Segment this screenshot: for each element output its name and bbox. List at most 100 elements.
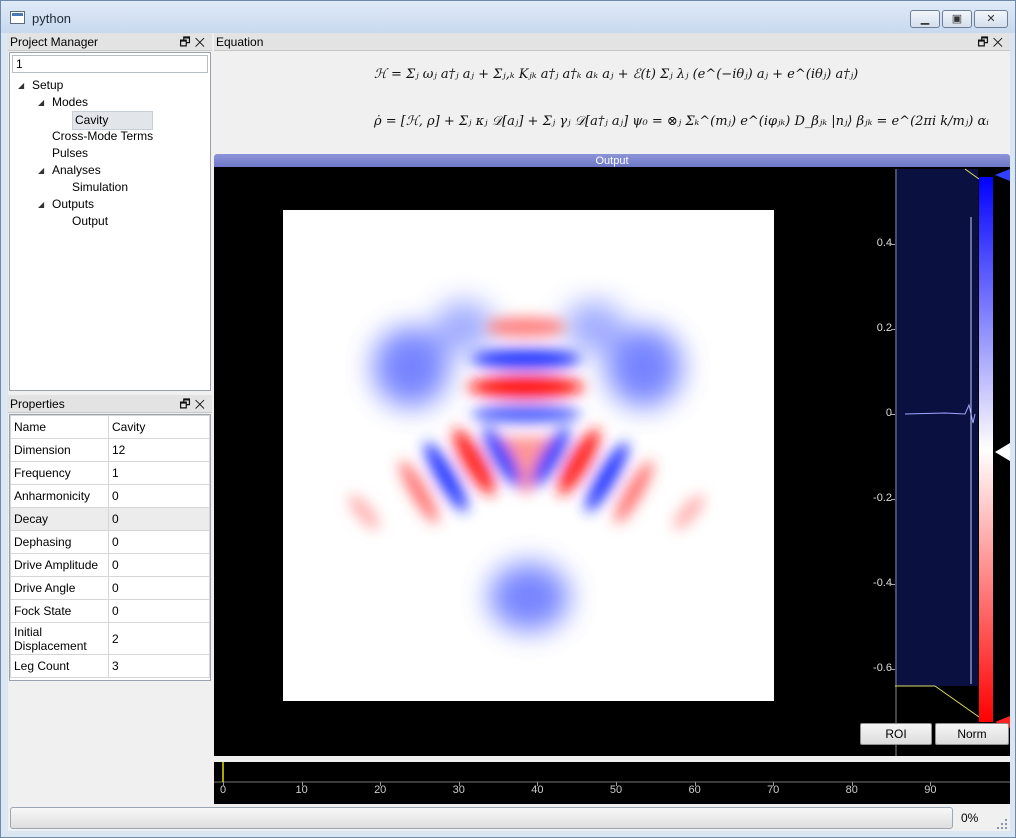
y-tick-label: -0.2 — [873, 492, 892, 504]
property-row[interactable]: Dimension 12 — [10, 438, 210, 462]
expand-arrow-icon[interactable]: ◢ — [38, 98, 45, 107]
y-tick-mark — [891, 244, 895, 245]
tree-item-cavity[interactable]: Cavity — [10, 111, 210, 130]
property-name: Dephasing — [10, 530, 109, 554]
float-icon[interactable]: 🗗 — [179, 35, 195, 49]
property-row[interactable]: Drive Angle 0 — [10, 576, 210, 600]
tree-filter-input[interactable]: 1 — [12, 55, 208, 73]
close-button[interactable]: ✕ — [974, 10, 1008, 28]
property-value[interactable]: 0 — [108, 553, 210, 577]
x-tick-label: 90 — [924, 784, 937, 796]
x-tick-mark — [851, 782, 853, 786]
property-value[interactable]: 0 — [108, 599, 210, 623]
tree-item-outputs[interactable]: ◢ Outputs — [10, 196, 210, 213]
property-value[interactable]: 0 — [108, 576, 210, 600]
tree-item-cross-mode-terms[interactable]: Cross-Mode Terms — [10, 128, 210, 145]
colorbar — [979, 177, 993, 722]
wigner-plot[interactable] — [214, 167, 895, 756]
fringe-right-1 — [558, 428, 600, 496]
x-tick-label: 40 — [531, 784, 544, 796]
property-value[interactable]: 0 — [108, 530, 210, 554]
x-tick-label: 30 — [452, 784, 465, 796]
project-manager-title: Project Manager — [10, 35, 99, 49]
property-value[interactable]: 0 — [108, 507, 210, 531]
tree-item-label: Cavity — [72, 111, 154, 130]
equation-header[interactable]: Equation 🗗✕ — [214, 33, 1010, 51]
property-value[interactable]: Cavity — [108, 415, 210, 439]
title-bar[interactable]: python ▁ ▣ ✕ — [1, 1, 1015, 33]
expand-arrow-icon[interactable]: ◢ — [38, 200, 45, 209]
properties-title: Properties — [10, 397, 65, 411]
x-tick-label: 60 — [688, 784, 701, 796]
tree-item-pulses[interactable]: Pulses — [10, 145, 210, 162]
properties-table: Name Cavity Dimension 12 Frequency 1 Anharmoni… — [10, 415, 210, 678]
project-tree: ◢ Setup ◢ Modes Cavity Cross-Mode Terms Pulses… — [10, 77, 210, 230]
timeline-axis[interactable] — [214, 762, 1010, 804]
histogram-lut[interactable] — [895, 167, 1010, 756]
x-tick-mark — [773, 782, 775, 786]
project-manager-panel: Project Manager 🗗✕ 1 ◢ Setup ◢ Modes Cavity C… — [8, 33, 212, 391]
lobe-upper-left — [373, 327, 449, 407]
property-row[interactable]: Drive Amplitude 0 — [10, 553, 210, 577]
x-tick-label: 10 — [295, 784, 308, 796]
output-header[interactable]: Output — [214, 154, 1010, 167]
x-tick-label: 80 — [845, 784, 858, 796]
tree-item-label: Simulation — [72, 180, 129, 194]
timeline-plot[interactable] — [214, 762, 1010, 804]
x-tick-label: 20 — [374, 784, 387, 796]
mid-level-handle — [995, 443, 1010, 461]
property-row[interactable]: Dephasing 0 — [10, 530, 210, 554]
x-tick-mark — [930, 782, 932, 786]
close-icon[interactable]: ✕ — [194, 397, 209, 411]
resize-grip-icon[interactable] — [995, 817, 1009, 831]
lobe-top-left — [434, 301, 494, 353]
fringe-1 — [486, 317, 566, 337]
property-value[interactable]: 1 — [108, 461, 210, 485]
project-manager-header[interactable]: Project Manager 🗗✕ — [8, 33, 212, 51]
fringe-far-left — [348, 494, 380, 530]
x-tick-label: 70 — [767, 784, 780, 796]
tree-item-modes[interactable]: ◢ Modes — [10, 94, 210, 111]
y-tick-mark — [891, 414, 895, 415]
color-scale-histogram[interactable] — [895, 167, 1010, 756]
norm-button[interactable]: Norm — [935, 723, 1009, 745]
property-value[interactable]: 12 — [108, 438, 210, 462]
expand-arrow-icon[interactable]: ◢ — [38, 166, 45, 175]
property-name: Frequency — [10, 461, 109, 485]
tree-item-analyses[interactable]: ◢ Analyses — [10, 162, 210, 179]
minimize-button[interactable]: ▁ — [910, 10, 940, 28]
property-value[interactable]: 3 — [108, 654, 210, 678]
property-row[interactable]: Fock State 0 — [10, 599, 210, 623]
lobe-top-right — [564, 301, 624, 353]
expand-arrow-icon[interactable]: ◢ — [18, 81, 25, 90]
tree-item-setup[interactable]: ◢ Setup — [10, 77, 210, 94]
property-row[interactable]: Frequency 1 — [10, 461, 210, 485]
fringe-left-4 — [399, 460, 439, 524]
property-name: Leg Count — [10, 654, 109, 678]
y-tick-mark — [891, 329, 895, 330]
property-row[interactable]: Anharmonicity 0 — [10, 484, 210, 508]
property-value[interactable]: 2 — [108, 622, 210, 655]
roi-button[interactable]: ROI — [860, 723, 932, 745]
wigner-heatmap[interactable] — [214, 167, 895, 756]
properties-header[interactable]: Properties 🗗✕ — [8, 395, 212, 413]
close-icon[interactable]: ✕ — [194, 35, 209, 49]
tree-item-output[interactable]: Output — [10, 213, 210, 230]
property-row[interactable]: Initial Displacement 2 — [10, 622, 210, 655]
x-tick-mark — [616, 782, 617, 786]
maximize-button[interactable]: ▣ — [942, 10, 972, 28]
property-name: Decay — [10, 507, 109, 531]
properties-table-container: Name Cavity Dimension 12 Frequency 1 Anharmoni… — [9, 414, 211, 681]
property-name: Dimension — [10, 438, 109, 462]
property-value[interactable]: 0 — [108, 484, 210, 508]
float-icon[interactable]: 🗗 — [179, 397, 195, 411]
tree-item-simulation[interactable]: Simulation — [10, 179, 210, 196]
histogram-line — [904, 403, 976, 424]
property-row[interactable]: Decay 0 — [10, 507, 210, 531]
property-row[interactable]: Leg Count 3 — [10, 654, 210, 678]
property-row[interactable]: Name Cavity — [10, 415, 210, 439]
histogram-region — [895, 169, 978, 686]
float-icon[interactable]: 🗗 — [977, 35, 993, 49]
close-icon[interactable]: ✕ — [992, 35, 1007, 49]
hamiltonian-equation: ℋ = Σⱼ ωⱼ a†ⱼ aⱼ + Σⱼ,ₖ Kⱼₖ a†ⱼ a†ₖ aₖ a… — [374, 67, 859, 82]
